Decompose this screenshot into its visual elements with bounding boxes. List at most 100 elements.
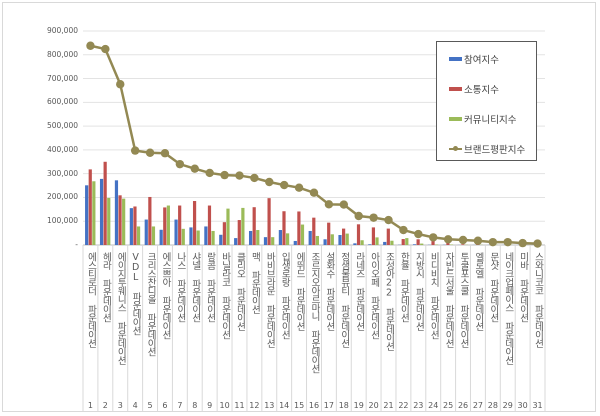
bar-3 [375, 237, 379, 245]
bar-1 [219, 234, 223, 245]
reputation-point [473, 236, 483, 245]
category-label: 에뛰드 파운데이션 [294, 252, 306, 330]
category-label: 입생로랑 파운데이션 [279, 252, 291, 339]
reputation-point [369, 213, 378, 222]
category-label: 엘로엘 파운데이션 [472, 252, 484, 330]
bar-3 [405, 238, 409, 245]
reputation-point [443, 235, 453, 244]
category-label: 자빈드서울 파운데이션 [443, 252, 455, 347]
legend-item: 커뮤니티지수 [449, 112, 516, 126]
rank-label: 14 [279, 401, 290, 410]
bar-2 [207, 205, 212, 245]
reputation-point [175, 159, 185, 169]
bar-1 [248, 230, 253, 245]
bar-1 [293, 240, 297, 245]
reputation-point [488, 237, 498, 247]
y-tick-label: 300,000 [46, 168, 78, 178]
category-label: 네이크업페이스 파운데이션 [502, 252, 514, 364]
bar-1 [278, 230, 282, 245]
rank-label: 25 [443, 401, 454, 410]
category-label: 라네즈 파운데이션 [353, 252, 365, 330]
rank-label: 22 [398, 401, 409, 410]
category-label: 크리스찬디올 파운데이션 [145, 252, 157, 356]
category-label: 랑콤 파운데이션 [204, 252, 216, 322]
reputation-point [354, 211, 363, 221]
reputation-point [86, 41, 95, 50]
rank-label: 4 [132, 401, 138, 410]
category-label: 비디비치 파운데이션 [428, 252, 440, 339]
legend-swatch [449, 57, 462, 61]
bar-3 [92, 181, 96, 245]
category-label: 아이오페 파운데이션 [368, 252, 380, 339]
y-tick-label: 500,000 [46, 121, 78, 131]
bar-1 [383, 241, 387, 245]
reputation-point [205, 168, 214, 178]
category-label: 문샷 파운데이션 [487, 252, 499, 322]
reputation-point [384, 215, 393, 225]
y-tick-label: 100,000 [46, 216, 78, 226]
bar-2 [282, 211, 286, 245]
reputation-point [250, 173, 259, 183]
category-label: 바닐라코 파운데이션 [219, 252, 231, 339]
bar-3 [285, 233, 290, 245]
legend-label: 커뮤니티지수 [464, 115, 517, 126]
legend-label: 브랜드평판지수 [464, 145, 526, 156]
bar-2 [252, 207, 256, 245]
reputation-point [101, 44, 110, 54]
bar-1 [129, 208, 133, 245]
rank-label: 29 [502, 401, 513, 410]
rank-label: 10 [219, 401, 230, 410]
bar-1 [234, 238, 238, 245]
y-tick-label: 400,000 [46, 144, 78, 154]
reputation-point [160, 149, 170, 158]
y-tick-label: 200,000 [46, 192, 78, 202]
rank-label: 7 [177, 401, 183, 410]
bar-1 [144, 219, 148, 245]
y-tick-label: 800,000 [46, 49, 78, 59]
bar-2 [222, 222, 226, 245]
bar-1 [174, 219, 178, 245]
rank-label: 2 [102, 401, 108, 410]
y-tick-label: 700,000 [46, 73, 78, 83]
y-tick-label: 900,000 [46, 26, 78, 35]
legend-label: 소통지수 [464, 85, 499, 96]
bar-2 [342, 228, 346, 245]
reputation-point [235, 171, 244, 180]
rank-label: 23 [413, 401, 424, 410]
reputation-point [279, 180, 289, 190]
bar-2 [148, 196, 152, 245]
reputation-point [518, 238, 527, 248]
legend-swatch [449, 87, 462, 91]
category-label: 투쿨포스쿨 파운데이션 [458, 252, 470, 347]
y-tick-label: 600,000 [46, 97, 78, 107]
bar-2 [267, 198, 271, 245]
bar-3 [360, 240, 364, 245]
bar-3 [136, 226, 141, 245]
bar-2 [312, 217, 316, 245]
rank-label: 12 [249, 401, 260, 410]
bar-3 [256, 230, 260, 245]
legend-item: 참여지수 [449, 52, 499, 66]
category-label: 에이지투웨니스 파운데이션 [115, 252, 127, 364]
bar-2 [356, 224, 361, 245]
rank-label: 18 [338, 401, 349, 410]
rank-label: 9 [207, 401, 213, 410]
legend-swatch [449, 146, 462, 151]
category-label: 바비브라운 파운데이션 [264, 252, 276, 347]
bar-3 [315, 235, 319, 245]
bar-2 [401, 239, 405, 245]
reputation-point [145, 148, 155, 157]
bar-3 [122, 198, 126, 245]
category-label: 샤넬 파운데이션 [189, 252, 201, 322]
bar-2 [237, 220, 241, 245]
rank-label: 28 [487, 401, 498, 410]
bar-1 [338, 235, 342, 245]
bar-2 [178, 205, 182, 245]
rank-label: 6 [162, 401, 168, 410]
reputation-point [265, 177, 274, 187]
reputation-point [130, 146, 140, 155]
bar-1 [114, 180, 119, 245]
rank-label: 30 [517, 401, 528, 410]
bar-2 [103, 161, 107, 245]
